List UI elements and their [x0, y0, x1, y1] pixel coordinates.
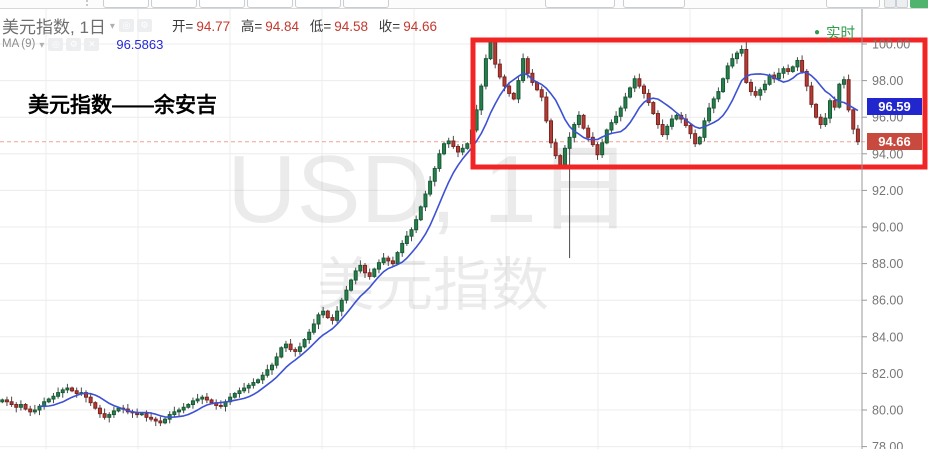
- toolbar-button[interactable]: [151, 0, 197, 8]
- svg-text:美元指数: 美元指数: [317, 253, 549, 318]
- price-tick: 92.00: [872, 184, 903, 198]
- price-tick: 100.00: [872, 38, 910, 52]
- toolbar-button[interactable]: [826, 0, 880, 8]
- price-tick: 80.00: [872, 404, 903, 418]
- price-tick: 90.00: [872, 221, 903, 235]
- visibility-icon[interactable]: ◎: [118, 18, 134, 32]
- high-value: 94.84: [265, 19, 300, 34]
- price-tick: 78.00: [872, 440, 903, 449]
- price-tick: 82.00: [872, 367, 903, 381]
- indicator-value: 96.5863: [116, 36, 164, 52]
- visibility-icon[interactable]: ◎: [48, 37, 64, 51]
- close-value: 94.66: [403, 19, 437, 34]
- last-price-badge: 94.66: [867, 133, 922, 150]
- green-dot-icon: ●: [814, 27, 821, 38]
- toolbar-green-button[interactable]: [910, 0, 928, 8]
- symbol-title[interactable]: 美元指数, 1日: [2, 17, 106, 37]
- top-toolbar: [0, 0, 928, 9]
- chevron-down-icon[interactable]: ▾: [39, 39, 45, 51]
- open-value: 94.77: [196, 19, 231, 34]
- settings-icon[interactable]: ⚙: [66, 37, 82, 51]
- realtime-status: ● 实时: [814, 22, 855, 43]
- toolbar-button[interactable]: [343, 0, 389, 8]
- price-tick: 88.00: [872, 257, 903, 271]
- chevron-down-icon[interactable]: ▾: [109, 20, 115, 32]
- symbol-legend-row: 美元指数, 1日 ▾ ◎ ⚙ 开= 94.77 高= 94.84 低= 94.58 收…: [2, 15, 437, 37]
- toolbar-button[interactable]: [623, 0, 685, 8]
- close-label: 收=: [378, 19, 401, 34]
- toolbar-button[interactable]: [103, 0, 149, 8]
- toolbar-icon-button[interactable]: [884, 0, 896, 8]
- open-label: 开=: [171, 19, 194, 34]
- indicator-params: (9): [21, 38, 36, 50]
- toolbar-button[interactable]: [247, 0, 293, 8]
- toolbar-button[interactable]: [199, 0, 245, 8]
- delete-icon[interactable]: ✕: [84, 37, 100, 51]
- realtime-label: 实时: [826, 26, 856, 42]
- price-tick: 86.00: [872, 294, 903, 308]
- low-value: 94.58: [334, 19, 369, 34]
- ohlc-readout: 开= 94.77 高= 94.84 低= 94.58 收= 94.66: [165, 15, 437, 35]
- price-tick: 84.00: [872, 330, 903, 344]
- toolbar-icon-button[interactable]: [896, 0, 908, 8]
- price-tick: 94.00: [872, 147, 903, 161]
- toolbar-button[interactable]: [545, 0, 615, 8]
- high-label: 高=: [240, 19, 263, 34]
- author-annotation: 美元指数——余安吉: [28, 94, 217, 117]
- price-tick: 98.00: [872, 74, 903, 88]
- indicator-legend-row: MA (9) ▾ ◎ ⚙ ✕ 96.5863: [0, 36, 164, 52]
- toolbar-button[interactable]: [295, 0, 341, 8]
- toolbar-drag-handle-icon[interactable]: [86, 0, 88, 6]
- low-label: 低=: [309, 19, 332, 34]
- settings-icon[interactable]: ⚙: [136, 18, 152, 32]
- ma-price-badge: 96.59: [867, 98, 922, 115]
- indicator-name[interactable]: MA: [2, 38, 20, 50]
